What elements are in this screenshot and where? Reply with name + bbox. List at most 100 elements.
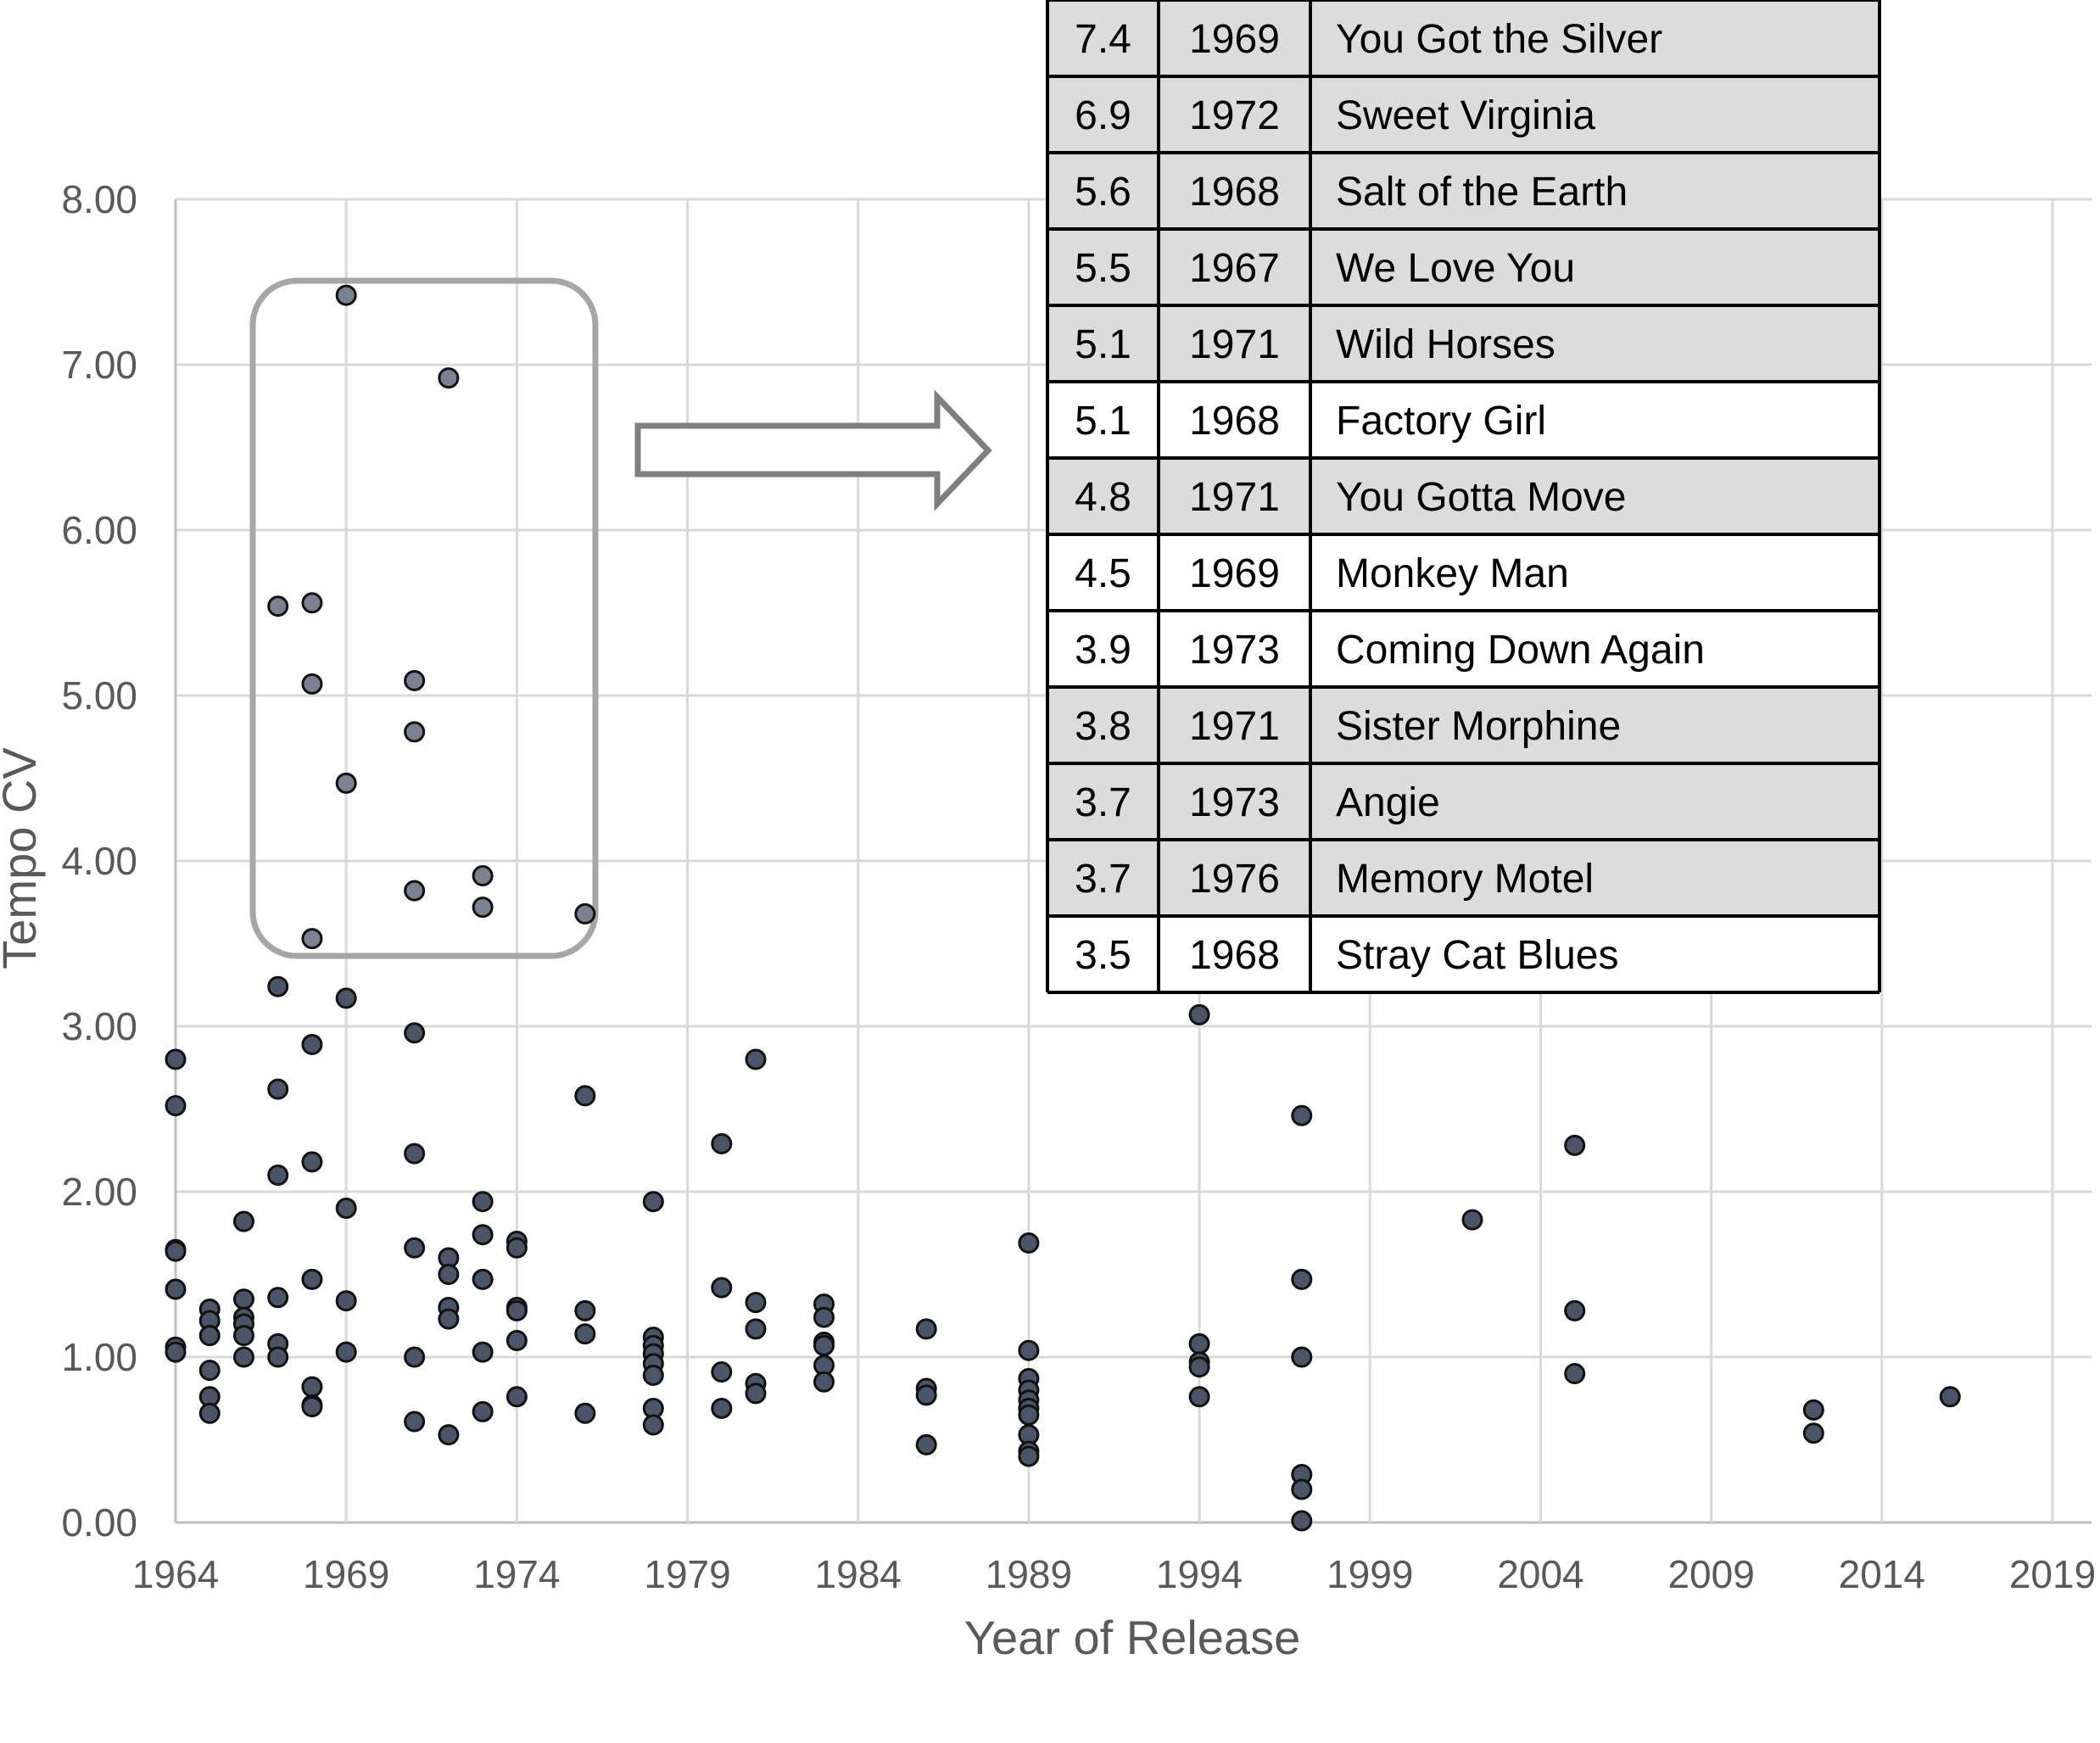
data-point: [438, 367, 460, 389]
data-point: [232, 1288, 254, 1310]
data-point: [301, 1033, 323, 1055]
data-point: [301, 928, 323, 950]
table-cell-year: 1971: [1189, 704, 1280, 749]
data-point: [1461, 1209, 1483, 1231]
data-point: [574, 1323, 596, 1345]
x-tick-label: 1999: [1326, 1552, 1413, 1596]
data-point: [438, 1264, 460, 1285]
table-cell-year: 1969: [1189, 551, 1280, 596]
x-tick-label: 2019: [2009, 1552, 2096, 1596]
x-tick-label: 1969: [303, 1552, 389, 1596]
data-point: [711, 1277, 733, 1299]
table-cell-year: 1973: [1189, 628, 1280, 673]
x-tick-label: 1989: [986, 1552, 1072, 1596]
data-point: [505, 1299, 528, 1321]
data-point: [232, 1346, 254, 1368]
data-point: [472, 1224, 494, 1246]
data-point: [711, 1132, 733, 1154]
table-cell-value: 5.6: [1075, 170, 1131, 215]
data-point: [198, 1325, 221, 1347]
x-tick-label: 1979: [644, 1552, 730, 1596]
callout-arrow-icon: [634, 389, 992, 511]
data-point: [301, 592, 323, 614]
data-point: [267, 1287, 289, 1309]
table-cell-year: 1968: [1189, 933, 1280, 978]
table-cell-title: Memory Motel: [1336, 857, 1594, 902]
data-point: [1018, 1404, 1040, 1426]
table-cell-year: 1968: [1189, 170, 1280, 215]
data-point: [574, 1085, 596, 1107]
data-point: [472, 1268, 494, 1290]
data-point: [335, 1198, 357, 1219]
data-point: [335, 772, 357, 794]
y-tick-label: 4.00: [61, 839, 137, 883]
data-point: [404, 721, 426, 743]
table-cell-value: 3.5: [1075, 933, 1131, 978]
data-point: [404, 1346, 426, 1368]
table-cell-title: Stray Cat Blues: [1336, 933, 1618, 978]
data-point: [472, 1341, 494, 1363]
data-points: [165, 284, 1961, 1532]
data-point: [472, 1191, 494, 1213]
data-point: [267, 1346, 289, 1368]
data-point: [438, 1308, 460, 1330]
table-cell-title: Sweet Virginia: [1336, 93, 1595, 138]
data-point: [1291, 1478, 1313, 1500]
data-point: [711, 1397, 733, 1419]
table-row-bg: [1047, 458, 1879, 534]
table-row-bg: [1047, 840, 1879, 916]
table-row-bg: [1047, 229, 1879, 305]
table-cell-value: 3.8: [1075, 704, 1131, 749]
data-point: [472, 865, 494, 887]
data-point: [404, 1022, 426, 1044]
data-point: [1802, 1422, 1824, 1444]
data-point: [438, 1424, 460, 1446]
data-point: [915, 1433, 937, 1455]
data-point: [267, 1078, 289, 1100]
table-row-bg: [1047, 534, 1879, 611]
data-point: [1564, 1363, 1586, 1384]
data-point: [505, 1237, 528, 1259]
data-point: [642, 1364, 664, 1386]
data-point: [711, 1361, 733, 1383]
data-point: [745, 1318, 767, 1340]
table-row-bg: [1047, 0, 1879, 76]
data-point: [301, 1376, 323, 1398]
data-point: [1564, 1299, 1586, 1321]
table-row-bg: [1047, 687, 1879, 763]
data-point: [232, 1210, 254, 1232]
x-axis-ticks: 1964 1969 1974 1979 1984 1989 1994 1999 2004 2009…: [132, 1552, 2096, 1596]
table-row-bg: [1047, 305, 1879, 382]
data-point: [505, 1386, 528, 1408]
table-cell-value: 3.7: [1075, 780, 1131, 825]
data-point: [813, 1371, 835, 1393]
table-cell-year: 1976: [1189, 857, 1280, 902]
table-cell-year: 1971: [1189, 322, 1280, 367]
table-cell-title: Coming Down Again: [1336, 628, 1705, 673]
y-tick-label: 1.00: [61, 1335, 137, 1379]
y-tick-label: 3.00: [61, 1004, 137, 1048]
data-point: [404, 669, 426, 691]
data-point: [1018, 1232, 1040, 1254]
table-cell-year: 1973: [1189, 780, 1280, 825]
table-cell-value: 5.1: [1075, 399, 1131, 444]
x-tick-label: 2004: [1497, 1552, 1583, 1596]
y-tick-label: 0.00: [61, 1500, 137, 1545]
data-point: [1291, 1346, 1313, 1368]
data-point: [813, 1334, 835, 1356]
data-point: [1291, 1268, 1313, 1290]
data-point: [1564, 1134, 1586, 1156]
data-point: [505, 1330, 528, 1351]
data-point: [574, 1299, 596, 1321]
data-point: [267, 1165, 289, 1186]
table-row-bg: [1047, 916, 1879, 992]
data-point: [165, 1341, 187, 1363]
highlight-callout-box: [249, 277, 599, 959]
table-cell-title: Monkey Man: [1336, 551, 1569, 596]
data-point: [1018, 1445, 1040, 1467]
y-axis-title: Tempo CV: [0, 747, 46, 969]
table-cell-title: Factory Girl: [1336, 399, 1546, 444]
data-point: [198, 1360, 221, 1382]
data-point: [301, 1396, 323, 1417]
